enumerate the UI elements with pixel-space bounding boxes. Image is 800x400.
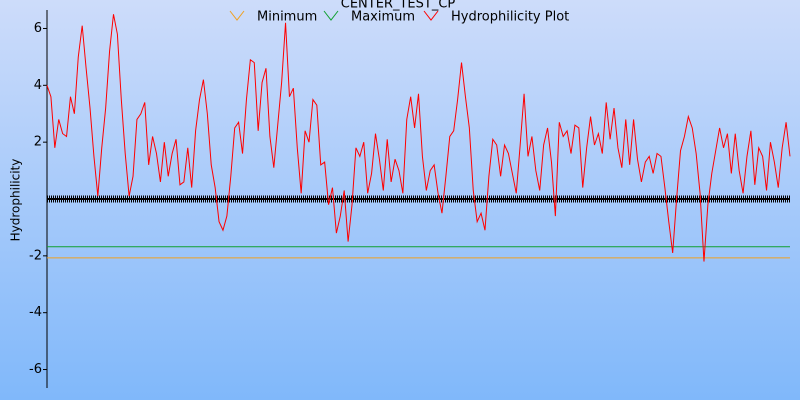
y-tick-label: 2 (34, 135, 42, 150)
y-tick-label: 4 (34, 78, 42, 93)
legend-marker (323, 10, 339, 21)
hydrophilicity-line (46, 14, 791, 262)
y-tick-label: 6 (34, 21, 42, 36)
legend-label: Maximum (351, 10, 415, 25)
legend-marker (229, 10, 245, 21)
legend-marker (423, 10, 439, 21)
legend-label: Hydrophilicity Plot (451, 10, 569, 25)
y-tick-label: -6 (29, 362, 42, 377)
legend-label: Minimum (257, 10, 317, 25)
y-axis-label: Hydrophilicity (9, 159, 23, 242)
y-tick-label: -4 (29, 305, 42, 320)
y-tick-label: -2 (29, 248, 42, 263)
chart-title: CENTER_TEST_CP (341, 0, 456, 12)
